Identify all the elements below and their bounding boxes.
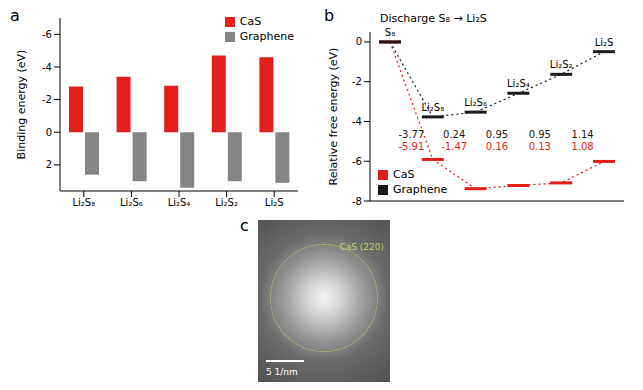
html-text:5 1/nm: 5 1/nm — [266, 367, 298, 377]
svg-text:0.95: 0.95 — [486, 129, 508, 140]
html-text:CaS: CaS — [393, 168, 415, 181]
svg-text:0.13: 0.13 — [529, 141, 551, 152]
html-text:Discharge S₈ → Li₂S: Discharge S₈ → Li₂S — [380, 12, 487, 25]
svg-text:Li₂S₂: Li₂S₂ — [215, 197, 238, 208]
svg-text:S₈: S₈ — [385, 27, 395, 38]
svg-text:1.14: 1.14 — [571, 129, 593, 140]
svg-text:0: 0 — [356, 36, 362, 47]
svg-text:Li₂S: Li₂S — [265, 197, 284, 208]
svg-text:-3.77: -3.77 — [398, 129, 424, 140]
html-text:b: b — [324, 6, 335, 25]
svg-text:-1.47: -1.47 — [441, 141, 467, 152]
svg-text:Li₂S: Li₂S — [595, 37, 614, 48]
svg-text:Li₂S₄: Li₂S₄ — [507, 78, 530, 89]
svg-text:0: 0 — [46, 127, 52, 138]
svg-text:Li₂S₆: Li₂S₆ — [120, 197, 143, 208]
svg-text:-8: -8 — [352, 196, 362, 207]
html-text:a: a — [10, 6, 20, 25]
svg-text:-6: -6 — [352, 156, 362, 167]
svg-text:0.16: 0.16 — [486, 141, 508, 152]
svg-text:0.24: 0.24 — [443, 129, 465, 140]
svg-text:Li₂S₆: Li₂S₆ — [464, 97, 487, 108]
svg-text:-5.91: -5.91 — [398, 141, 424, 152]
svg-text:-2: -2 — [42, 94, 52, 105]
html-text:Graphene: Graphene — [239, 30, 294, 43]
html-text:c: c — [240, 216, 249, 235]
svg-text:-6: -6 — [42, 29, 52, 40]
svg-text:Li₂S₄: Li₂S₄ — [168, 197, 191, 208]
svg-text:-4: -4 — [42, 62, 52, 73]
svg-text:0.95: 0.95 — [529, 129, 551, 140]
svg-text:1.08: 1.08 — [571, 141, 593, 152]
svg-text:Relative free energy (eV): Relative free energy (eV) — [327, 48, 340, 186]
html-text:CaS: CaS — [239, 15, 262, 28]
svg-text:-2: -2 — [352, 76, 362, 87]
svg-text:Li₂S₈: Li₂S₈ — [72, 197, 95, 208]
html-text:Graphene: Graphene — [393, 183, 448, 196]
svg-text:Li₂S₂: Li₂S₂ — [550, 59, 573, 70]
svg-text:-4: -4 — [352, 116, 362, 127]
html-text:CaS (220): CaS (220) — [339, 242, 384, 252]
svg-text:Binding energy (eV): Binding energy (eV) — [15, 50, 28, 160]
svg-text:2: 2 — [46, 159, 52, 170]
svg-text:Li₂S₈: Li₂S₈ — [421, 102, 444, 113]
